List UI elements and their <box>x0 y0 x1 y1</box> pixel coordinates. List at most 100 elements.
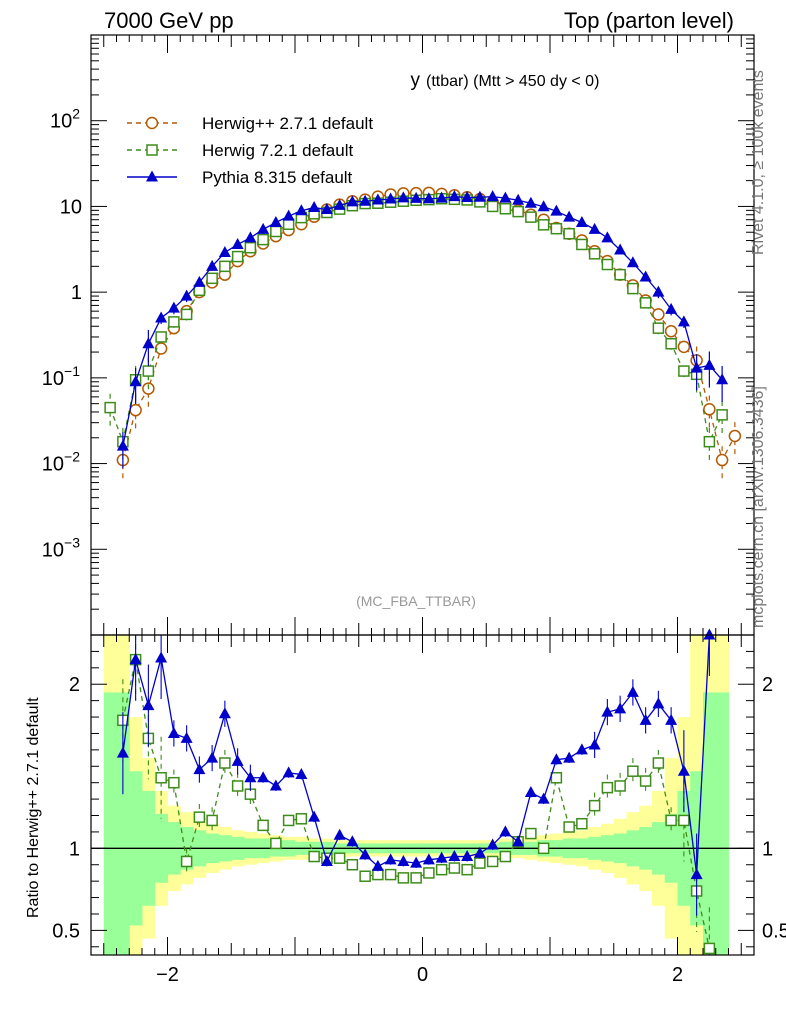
data-point <box>244 241 257 254</box>
ratio-point <box>563 821 575 833</box>
data-point <box>664 324 678 338</box>
ratio-point <box>333 828 346 840</box>
data-point <box>168 316 180 328</box>
data-point <box>269 215 282 227</box>
ratio-point <box>308 850 320 863</box>
ratio-point <box>193 763 206 775</box>
data-point <box>665 302 678 314</box>
data-point <box>104 401 116 414</box>
data-point <box>206 272 218 285</box>
data-point <box>486 200 499 213</box>
ratio-point <box>219 757 231 769</box>
data-point <box>703 435 716 448</box>
data-point <box>308 201 321 213</box>
data-point <box>588 222 601 234</box>
ratio-point <box>461 863 473 876</box>
ratio-point <box>269 779 282 791</box>
data-point <box>601 258 614 271</box>
top-y-tick-label: 1 <box>71 282 82 304</box>
top-y-tick-label: 10−3 <box>42 534 80 561</box>
ratio-point <box>193 811 206 823</box>
legend-label: Pythia 8.315 default <box>202 168 353 187</box>
data-point <box>231 250 244 263</box>
data-point <box>257 233 269 246</box>
ratio-point <box>486 838 499 850</box>
legend-label: Herwig 7.2.1 default <box>202 141 353 160</box>
top-panel-axes: 10−3 10−2 10−1 1 10 102 <box>42 38 754 636</box>
data-point <box>525 211 537 223</box>
data-point <box>652 322 665 334</box>
legend-entry-2: Pythia 8.315 default <box>127 168 353 187</box>
ratio-point <box>601 781 614 794</box>
ratio-point <box>231 754 244 766</box>
ratio-point <box>206 814 218 827</box>
ratio-point <box>690 868 703 880</box>
data-point <box>677 340 691 354</box>
data-point <box>550 204 563 216</box>
data-point <box>563 210 576 222</box>
legend-marker <box>146 144 158 156</box>
data-point <box>244 231 257 243</box>
data-point <box>486 190 499 202</box>
data-point <box>257 222 270 234</box>
top-y-tick-label: 10 <box>60 196 82 218</box>
legend-entry-0: Herwig++ 2.7.1 default <box>127 114 373 133</box>
data-point <box>155 331 167 343</box>
data-point <box>282 209 295 221</box>
ratio-point <box>652 697 665 709</box>
ratio-point <box>333 852 346 864</box>
data-point <box>180 289 193 301</box>
plot-title-sub: (ttbar) (Mtt > 450 dy < 0) <box>426 73 599 90</box>
ratio-point <box>665 814 677 827</box>
data-point <box>346 195 359 207</box>
data-point <box>499 202 512 215</box>
rivet-label: Rivet 4.1.0, ≥ 100k events <box>750 70 767 255</box>
data-point <box>716 373 729 385</box>
ratio-point <box>575 743 588 755</box>
ratio-point <box>537 842 550 855</box>
data-point <box>716 409 728 421</box>
ratio-point <box>639 713 652 725</box>
ratio-point <box>116 746 129 758</box>
ratio-point <box>180 731 193 743</box>
ratio-panel-series <box>116 628 716 955</box>
data-point <box>537 200 550 212</box>
data-point <box>461 191 474 203</box>
ratio-point <box>550 772 563 784</box>
data-point <box>473 190 486 202</box>
data-point <box>193 275 206 287</box>
legend-label: Herwig++ 2.7.1 default <box>202 114 373 133</box>
ratio-point <box>257 771 270 783</box>
ratio-point <box>410 856 423 868</box>
ratio-y-tick-label-right: 2 <box>762 674 773 696</box>
data-point <box>652 285 665 297</box>
ratio-point <box>486 855 499 868</box>
ratio-point <box>180 855 193 868</box>
data-point <box>231 237 244 249</box>
ratio-point <box>537 792 550 804</box>
ratio-point <box>614 780 626 792</box>
data-point <box>639 297 652 309</box>
data-point <box>601 231 614 243</box>
ratio-point <box>371 859 384 871</box>
ratio-point <box>703 942 716 955</box>
data-point <box>537 219 550 231</box>
data-point <box>703 403 716 416</box>
band-inner-bin <box>116 692 130 955</box>
ratio-point <box>168 776 180 789</box>
ratio-point <box>308 810 321 822</box>
ratio-point <box>410 872 422 884</box>
data-point <box>639 270 652 282</box>
top-y-tick-label: 10−1 <box>42 363 80 390</box>
band-inner-bin <box>103 692 117 955</box>
ratio-y-tick-label-left: 2 <box>69 674 80 696</box>
ratio-point <box>384 853 397 865</box>
data-point <box>142 365 155 377</box>
data-point <box>563 228 575 240</box>
ratio-point <box>588 738 601 750</box>
data-point <box>371 193 384 205</box>
legend-entry-1: Herwig 7.2.1 default <box>127 141 353 160</box>
ratio-point <box>359 870 371 882</box>
ratio-y-tick-label-right: 1 <box>762 838 773 860</box>
